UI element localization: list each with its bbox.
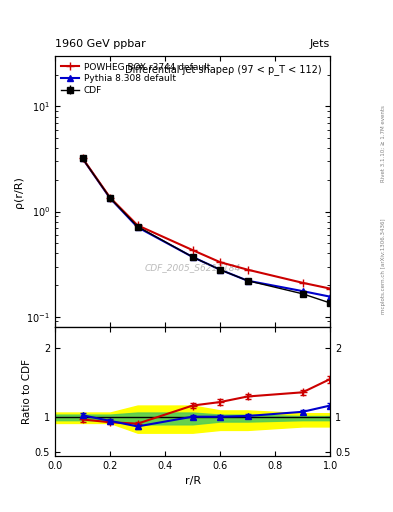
Line: Pythia 8.308 default: Pythia 8.308 default: [80, 156, 333, 300]
POWHEG BOX r3744 default: [328, 286, 332, 292]
POWHEG BOX r3744 default: [245, 267, 250, 273]
Pythia 8.308 default: [190, 254, 195, 260]
Line: POWHEG BOX r3744 default: POWHEG BOX r3744 default: [78, 154, 334, 293]
Text: Differential jet shapeρ (97 < p_T < 112): Differential jet shapeρ (97 < p_T < 112): [125, 65, 322, 75]
Text: Rivet 3.1.10; ≥ 1.7M events: Rivet 3.1.10; ≥ 1.7M events: [381, 105, 386, 182]
Text: Jets: Jets: [310, 38, 330, 49]
Y-axis label: Ratio to CDF: Ratio to CDF: [22, 359, 32, 424]
POWHEG BOX r3744 default: [108, 195, 112, 201]
Pythia 8.308 default: [135, 224, 140, 230]
POWHEG BOX r3744 default: [80, 155, 85, 161]
Pythia 8.308 default: [80, 156, 85, 162]
Pythia 8.308 default: [218, 267, 222, 273]
X-axis label: r/R: r/R: [184, 476, 201, 486]
Pythia 8.308 default: [300, 288, 305, 294]
Pythia 8.308 default: [328, 293, 332, 300]
POWHEG BOX r3744 default: [218, 259, 222, 265]
Text: CDF_2005_S6217184: CDF_2005_S6217184: [145, 263, 241, 272]
Legend: POWHEG BOX r3744 default, Pythia 8.308 default, CDF: POWHEG BOX r3744 default, Pythia 8.308 d…: [59, 61, 212, 97]
POWHEG BOX r3744 default: [190, 247, 195, 253]
Text: mcplots.cern.ch [arXiv:1306.3436]: mcplots.cern.ch [arXiv:1306.3436]: [381, 219, 386, 314]
Pythia 8.308 default: [245, 278, 250, 284]
POWHEG BOX r3744 default: [300, 280, 305, 286]
Pythia 8.308 default: [108, 195, 112, 201]
Y-axis label: ρ(r/R): ρ(r/R): [13, 176, 24, 207]
Text: 1960 GeV ppbar: 1960 GeV ppbar: [55, 38, 146, 49]
POWHEG BOX r3744 default: [135, 222, 140, 228]
